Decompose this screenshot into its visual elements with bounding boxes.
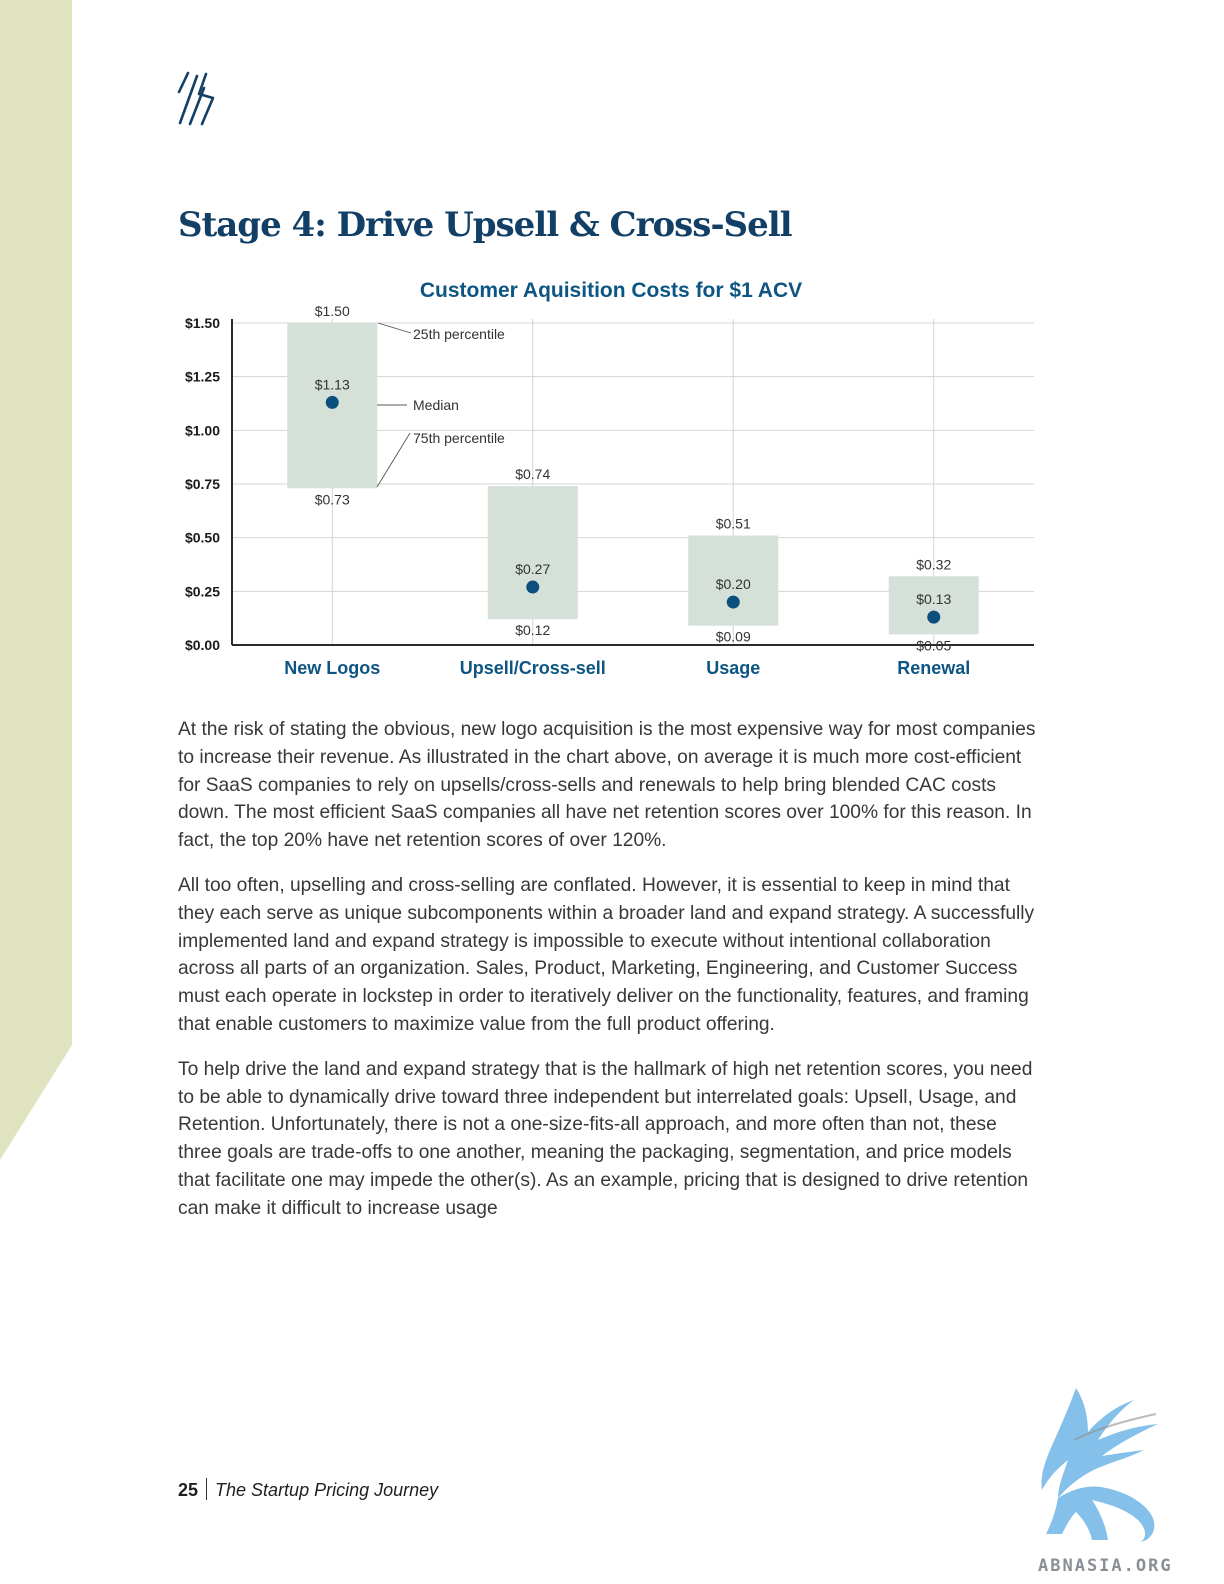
x-category-label: Usage (706, 658, 760, 678)
median-dot (325, 395, 339, 409)
x-category-label: Upsell/Cross-sell (460, 658, 606, 678)
x-category-label: New Logos (284, 658, 380, 678)
low-value-label: $0.05 (916, 637, 951, 653)
annotation-leader-25th (377, 322, 412, 334)
publication-title: The Startup Pricing Journey (215, 1480, 439, 1500)
range-box (888, 576, 979, 635)
median-value-label: $0.27 (515, 561, 550, 577)
annotations: 25th percentile Median 75th percentile (376, 322, 505, 488)
high-value-label: $1.50 (315, 303, 350, 319)
page-title: Stage 4: Drive Upsell & Cross-Sell (178, 205, 793, 245)
y-tick-label: $1.00 (185, 422, 220, 438)
high-value-label: $0.74 (515, 466, 550, 482)
range-box (688, 535, 779, 626)
annotation-75th-percentile: 75th percentile (413, 430, 505, 446)
annotation-leader-75th (376, 432, 411, 488)
side-band (0, 0, 72, 1160)
data-labels: $1.50 $1.13 $0.73 New Logos $0.74 $0.27 $0.12 U… (284, 303, 970, 678)
median-value-label: $1.13 (315, 376, 350, 392)
watermark-text: ABNASIA.ORG (1038, 1556, 1173, 1576)
y-tick-label: $0.25 (185, 583, 220, 599)
body-text: At the risk of stating the obvious, new … (178, 716, 1038, 1240)
y-tick-label: $1.50 (185, 315, 220, 331)
median-dot (927, 610, 941, 624)
high-value-label: $0.32 (916, 556, 951, 572)
cac-chart: Customer Aquisition Costs for $1 ACV $0.… (170, 270, 1050, 695)
annotation-25th-percentile: 25th percentile (413, 326, 505, 342)
median-value-label: $0.20 (716, 576, 751, 592)
low-value-label: $0.09 (716, 629, 751, 645)
paragraph-1: At the risk of stating the obvious, new … (178, 719, 1036, 852)
annotation-median: Median (413, 397, 459, 413)
y-tick-label: $0.50 (185, 530, 220, 546)
low-value-label: $0.73 (315, 491, 350, 507)
median-dot (526, 580, 540, 594)
x-category-label: Renewal (897, 658, 970, 678)
y-tick-label: $0.75 (185, 476, 220, 492)
low-value-label: $0.12 (515, 622, 550, 638)
paragraph-3: To help drive the land and expand strate… (178, 1058, 1033, 1219)
range-boxes (287, 323, 979, 635)
griffin-watermark-icon (1041, 1388, 1158, 1542)
footer-divider (206, 1478, 208, 1500)
median-dot (726, 595, 740, 609)
median-value-label: $0.13 (916, 591, 951, 607)
chart-svg: Customer Aquisition Costs for $1 ACV $0.… (185, 279, 1034, 678)
chart-title: Customer Aquisition Costs for $1 ACV (420, 279, 802, 302)
logo-mark-icon (177, 71, 215, 126)
page-footer: 25 The Startup Pricing Journey (178, 1478, 438, 1501)
y-tick-label: $1.25 (185, 369, 220, 385)
high-value-label: $0.51 (716, 516, 751, 532)
paragraph-2: All too often, upselling and cross-selli… (178, 874, 1035, 1035)
range-box (487, 486, 578, 620)
page-number: 25 (178, 1480, 199, 1500)
y-tick-label: $0.00 (185, 637, 220, 653)
